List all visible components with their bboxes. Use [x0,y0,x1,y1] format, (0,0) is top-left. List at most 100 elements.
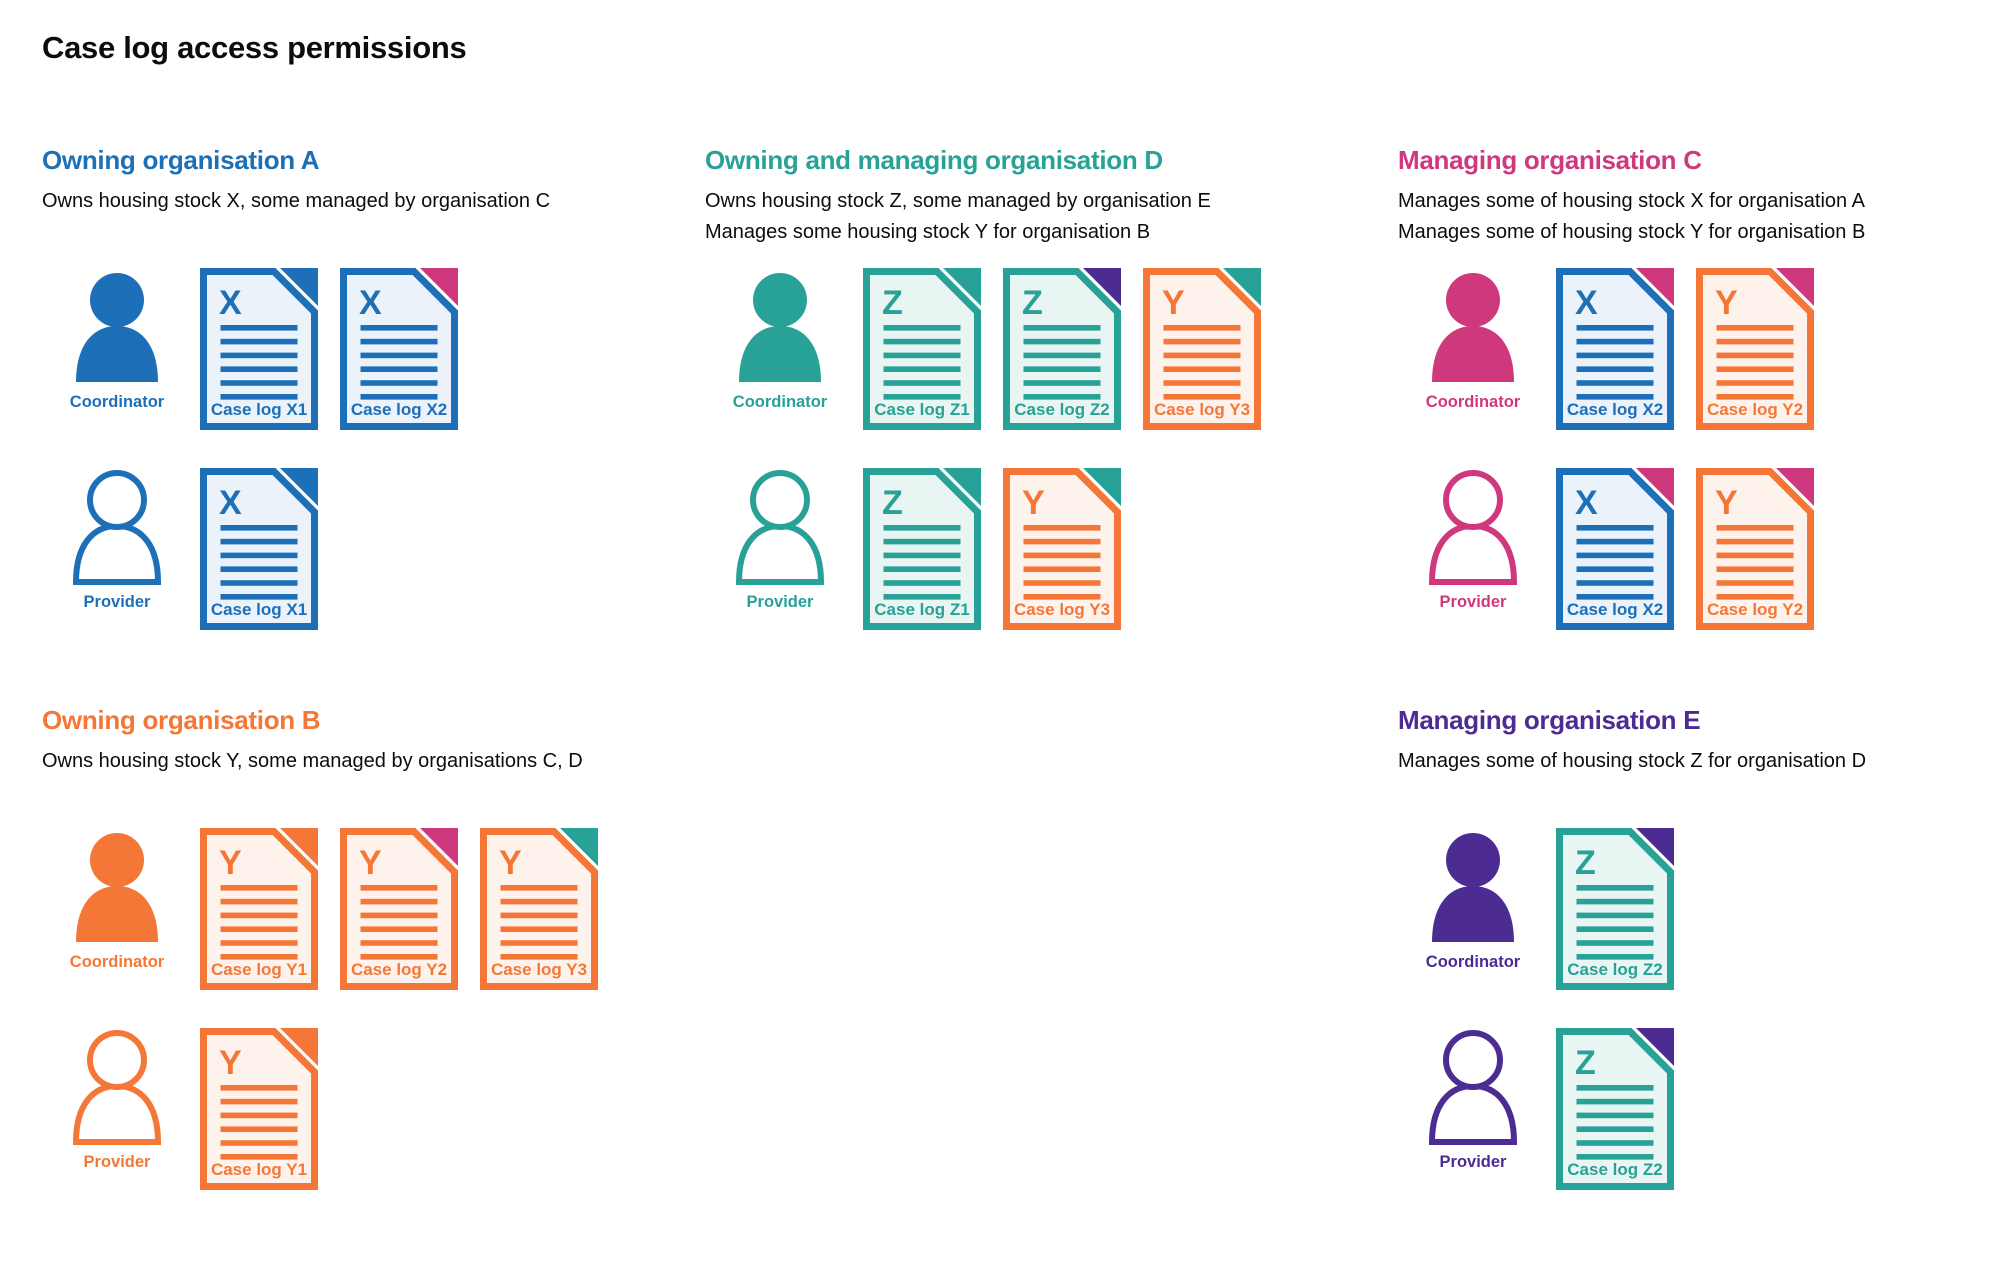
stock-letter: Z [882,284,903,322]
person-body [1428,522,1518,585]
case-log-document: Z Case log Z2 [1556,828,1674,990]
text-line [1576,366,1654,372]
case-log-document: Y Case log Y2 [1696,268,1814,430]
text-line [360,325,438,331]
text-line [1023,538,1101,545]
text-line [1163,394,1241,400]
text-lines [1023,525,1101,600]
stock-letter: Y [359,844,382,882]
document-page [863,468,981,630]
coordinator-row: Coordinator Z Case log Z2 [1398,828,1674,990]
text-line [360,940,438,946]
text-line [220,940,298,946]
document-page [200,828,318,990]
stock-letter: Z [882,484,903,522]
role-label: Coordinator [732,393,828,411]
text-line [1576,325,1654,331]
org-section-D: Owning and managing organisation D Owns h… [705,145,1365,630]
text-line [220,1098,298,1105]
text-line [1576,926,1654,932]
coordinator-row: Coordinator Y Case log Y1 Y Case log Y2 Y Case… [42,828,598,990]
person-block: Coordinator [1398,828,1548,972]
folded-corner-icon [943,468,981,506]
person-block: Provider [705,468,855,612]
case-log-label: Case log Y2 [1707,600,1803,619]
text-line [500,940,578,946]
text-line [220,580,298,586]
person-block: Provider [42,1028,192,1172]
text-line [883,566,961,572]
folded-corner-icon [1636,828,1674,866]
text-line [1576,552,1654,559]
text-line [1023,325,1101,331]
stock-letter: Y [499,844,522,882]
coordinator-person-icon [76,273,158,382]
case-log-list: X Case log X1 [200,468,318,630]
folded-corner-icon [1223,268,1261,306]
text-line [1576,525,1654,531]
person-body [76,326,158,382]
case-log-label: Case log X1 [211,400,307,419]
person-body [739,326,821,382]
text-lines [1576,525,1654,600]
text-line [883,594,961,600]
org-section-C: Managing organisation C Manages some of h… [1398,145,2000,630]
person-head [87,1030,147,1090]
stock-letter: Y [1715,284,1738,322]
person-body [72,1082,162,1145]
text-line [1716,538,1794,545]
role-label: Provider [83,593,151,611]
text-lines [500,885,578,960]
stock-letter: Y [219,844,242,882]
role-label: Provider [746,593,814,611]
text-line [1576,912,1654,919]
text-line [360,380,438,386]
folded-corner-icon [1636,1028,1674,1066]
text-line [883,352,961,359]
text-line [500,898,578,905]
provider-row: Provider Z Case log Z1 Y Case log Y3 [705,468,1121,630]
coordinator-person-icon [739,273,821,382]
case-log-list: Y Case log Y1 [200,1028,318,1190]
folded-corner-icon [1083,468,1121,506]
case-log-label: Case log Y3 [1154,400,1250,419]
text-line [1716,566,1794,572]
text-line [883,366,961,372]
case-log-document: X Case log X2 [1556,268,1674,430]
case-log-document: Y Case log Y3 [480,828,598,990]
org-description: Owns housing stock Y, some managed by or… [42,746,702,777]
folded-corner-icon [280,468,318,506]
text-line [220,1085,298,1091]
text-line [1163,352,1241,359]
text-line [883,394,961,400]
case-log-label: Case log Y3 [491,960,587,979]
text-line [1023,580,1101,586]
page-title: Case log access permissions [42,30,467,65]
text-line [220,325,298,331]
text-line [220,1154,298,1160]
person-block: Coordinator [1398,268,1548,412]
text-line [220,1112,298,1119]
case-log-label: Case log Z2 [1567,960,1662,979]
person-block: Provider [1398,1028,1548,1172]
folded-corner-icon [943,268,981,306]
text-line [883,380,961,386]
text-line [220,898,298,905]
stock-letter: X [219,284,242,322]
text-line [1716,366,1794,372]
folded-corner-icon [1776,468,1814,506]
folded-corner-icon [420,268,458,306]
person-body [1432,326,1514,382]
folded-corner-icon [560,828,598,866]
case-log-label: Case log Y2 [351,960,447,979]
text-line [360,366,438,372]
text-lines [1576,1085,1654,1160]
case-log-document: X Case log X2 [1556,468,1674,630]
text-line [1716,525,1794,531]
text-line [220,1140,298,1146]
provider-row: Provider Z Case log Z2 [1398,1028,1674,1190]
coordinator-row: Coordinator X Case log X1 X Case log X2 [42,268,458,430]
text-line [360,885,438,891]
folded-corner-icon [1636,268,1674,306]
case-log-list: X Case log X2 Y Case log Y2 [1556,468,1814,630]
